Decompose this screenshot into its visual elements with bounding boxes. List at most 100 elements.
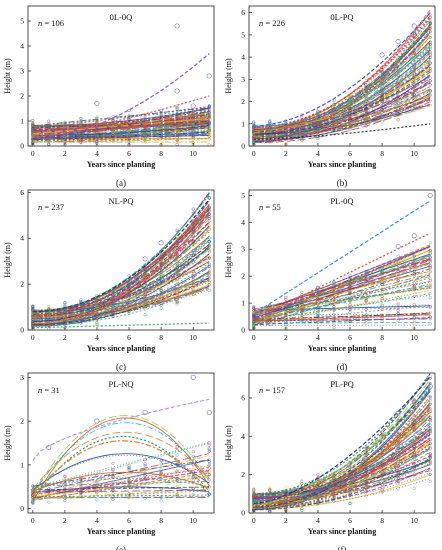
- x-tick-label: 10: [410, 516, 418, 525]
- data-point: [396, 442, 400, 446]
- x-axis-label: Years since planting: [308, 160, 376, 169]
- x-tick-label: 8: [159, 516, 163, 525]
- data-point: [252, 320, 256, 324]
- y-tick-label: 1: [241, 119, 245, 128]
- series-line: [32, 256, 210, 315]
- data-point: [428, 419, 432, 423]
- data-point: [380, 114, 384, 119]
- series-line: [32, 138, 210, 140]
- data-point: [143, 300, 147, 305]
- data-point: [412, 42, 416, 46]
- data-point: [175, 453, 179, 457]
- data-point: [332, 326, 336, 330]
- series-line: [253, 456, 431, 496]
- series-line: [32, 221, 210, 317]
- data-point: [191, 289, 195, 293]
- series-line: [253, 447, 431, 496]
- x-tick-label: 4: [95, 333, 99, 342]
- data-point: [111, 473, 115, 477]
- data-point: [31, 321, 35, 325]
- series-line: [32, 431, 210, 489]
- data-point: [111, 127, 115, 131]
- series-line: [253, 468, 431, 502]
- data-point: [380, 455, 384, 459]
- data-point: [380, 95, 384, 99]
- data-point: [364, 276, 368, 280]
- data-point: [79, 124, 83, 128]
- data-point: [95, 304, 99, 308]
- data-point: [396, 296, 400, 300]
- data-point: [396, 85, 400, 89]
- series-line: [32, 133, 210, 137]
- series-line: [253, 25, 431, 140]
- data-point: [348, 117, 352, 121]
- series-line: [253, 430, 431, 495]
- series-line: [32, 486, 210, 491]
- series-line: [253, 99, 431, 133]
- x-tick-label: 4: [316, 516, 320, 525]
- series-line: [253, 439, 431, 505]
- highlight-curve: [32, 117, 210, 135]
- data-point: [364, 290, 368, 294]
- data-point: [348, 296, 352, 301]
- data-point: [348, 501, 352, 505]
- data-point: [396, 262, 400, 266]
- data-point: [348, 319, 352, 323]
- data-point: [380, 74, 384, 78]
- data-point: [252, 313, 256, 317]
- data-point: [316, 111, 320, 115]
- series-line: [32, 130, 210, 136]
- data-point: [159, 487, 163, 491]
- data-point: [127, 480, 131, 484]
- data-point: [207, 227, 211, 232]
- series-line: [253, 51, 431, 143]
- series-line: [32, 477, 210, 489]
- data-point: [396, 433, 400, 438]
- series-line: [253, 93, 431, 136]
- data-point: [412, 442, 416, 446]
- series-line: [253, 382, 431, 508]
- data-point: [127, 114, 131, 118]
- data-point: [207, 466, 211, 470]
- data-point: [268, 498, 272, 502]
- series-line: [253, 265, 431, 318]
- y-tick-label: 2: [241, 272, 245, 281]
- series-line: [253, 103, 431, 135]
- data-point: [95, 312, 99, 316]
- series-line: [253, 89, 431, 137]
- data-point: [300, 130, 304, 134]
- data-point: [47, 493, 51, 497]
- x-tick-label: 0: [31, 149, 35, 158]
- data-point: [412, 466, 416, 470]
- data-point: [316, 320, 320, 324]
- x-tick-label: 6: [127, 516, 131, 525]
- sample-size-label: n = 31: [38, 385, 60, 395]
- data-point: [191, 211, 195, 215]
- data-point: [207, 122, 211, 126]
- data-point: [428, 103, 432, 107]
- data-point: [207, 104, 211, 108]
- data-point: [428, 381, 432, 386]
- data-point: [159, 470, 163, 474]
- x-tick-label: 10: [410, 333, 418, 342]
- data-point: [191, 131, 195, 135]
- data-point: [47, 119, 51, 123]
- series-line: [32, 236, 210, 321]
- data-point: [380, 483, 384, 487]
- data-point: [332, 289, 336, 293]
- highlight-curve: [253, 393, 431, 506]
- data-point: [268, 508, 272, 512]
- sample-size-label: n = 157: [259, 385, 285, 395]
- series-line: [32, 274, 210, 322]
- series-line: [32, 216, 210, 324]
- data-point: [428, 241, 432, 245]
- data-point: [316, 297, 320, 301]
- data-point: [31, 121, 35, 125]
- data-point: [412, 319, 416, 323]
- y-tick-label: 4: [241, 432, 245, 441]
- data-point: [159, 259, 163, 263]
- data-point: [364, 114, 368, 118]
- data-point: [380, 81, 384, 85]
- series-line: [32, 489, 210, 493]
- data-point: [159, 459, 163, 463]
